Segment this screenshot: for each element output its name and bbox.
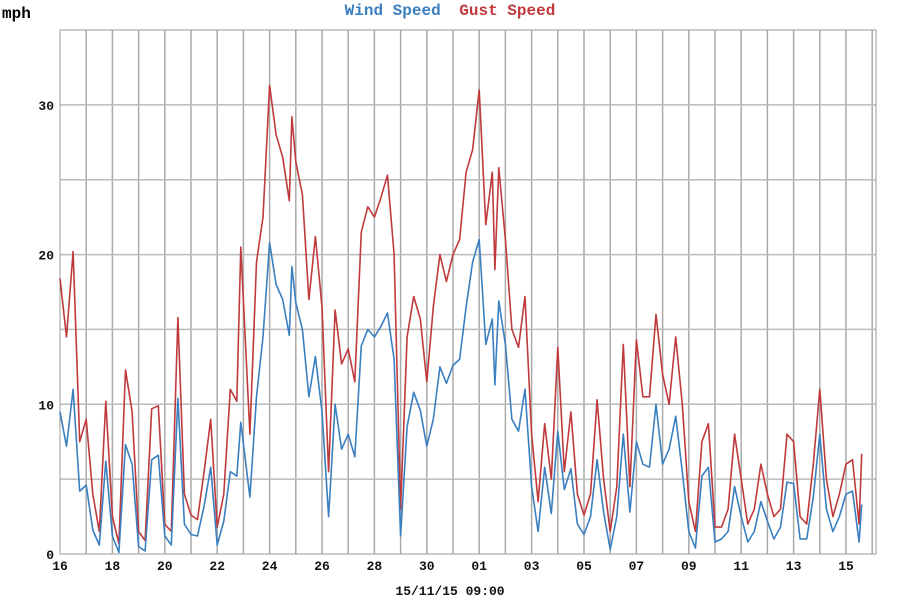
x-tick-label: 24 (262, 559, 278, 574)
x-tick-label: 22 (209, 559, 225, 574)
y-tick-label: 20 (38, 249, 54, 264)
x-tick-label: 30 (419, 559, 435, 574)
y-tick-label: 0 (46, 548, 54, 563)
legend-wind-speed: Wind Speed (345, 2, 441, 20)
tick-labels: 0 10 20 30 16 18 20 22 24 26 28 30 01 03 05 07 09 11 13 15 (38, 99, 854, 574)
wind-speed-line (59, 238, 863, 554)
series-group (59, 84, 863, 554)
plot-border (59, 29, 877, 555)
chart-title: Wind Speed Gust Speed (345, 2, 556, 20)
x-axis-label: 15/11/15 09:00 (395, 584, 504, 599)
y-tick-label: 30 (38, 99, 54, 114)
x-tick-label: 07 (629, 559, 645, 574)
x-tick-label: 18 (105, 559, 121, 574)
gust-speed-line (59, 84, 863, 545)
x-tick-label: 01 (471, 559, 487, 574)
x-tick-label: 20 (157, 559, 173, 574)
x-tick-label: 16 (52, 559, 68, 574)
y-tick-label: 10 (38, 398, 54, 413)
x-tick-label: 11 (733, 559, 749, 574)
x-tick-label: 28 (367, 559, 383, 574)
grid (60, 30, 876, 554)
x-tick-label: 03 (524, 559, 540, 574)
x-tick-label: 13 (786, 559, 802, 574)
x-tick-label: 05 (576, 559, 592, 574)
x-tick-label: 09 (681, 559, 697, 574)
x-tick-label: 26 (314, 559, 330, 574)
x-tick-label: 15 (838, 559, 854, 574)
legend-gust-speed: Gust Speed (459, 2, 555, 20)
y-axis-label: mph (2, 5, 31, 23)
